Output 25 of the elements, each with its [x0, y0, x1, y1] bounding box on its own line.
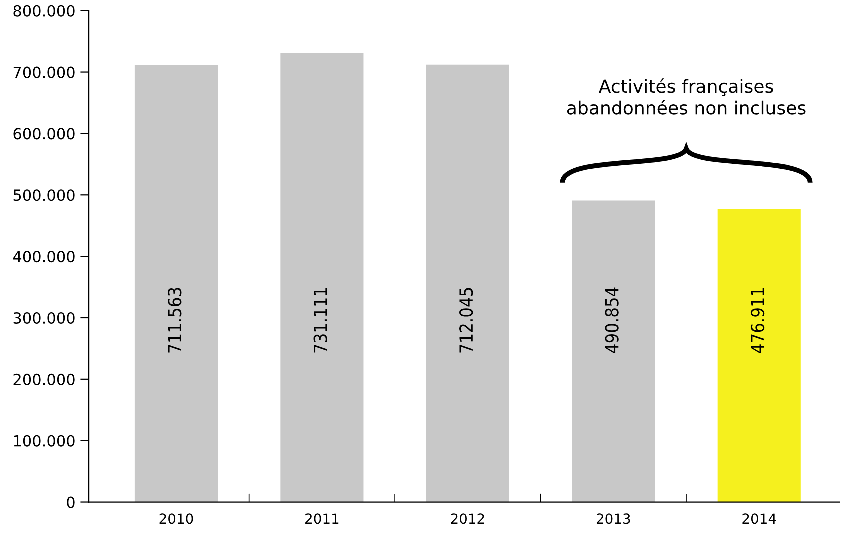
x-tick-label: 2011 [306, 514, 339, 524]
y-tick-label: 300.000 [14, 312, 75, 324]
y-tick-label: 400.000 [13, 251, 75, 263]
y-tick-label: 600.000 [14, 128, 75, 140]
data-label: 731.111 [314, 288, 328, 353]
annotation: Activités françaises abandonnées non incluses [567, 78, 806, 115]
bar [134, 65, 218, 502]
data-label: 476.911 [750, 288, 765, 354]
y-tick-label: 700.000 [14, 66, 75, 78]
data-label: 490.854 [605, 288, 619, 354]
y-tick-label: 500.000 [14, 190, 75, 202]
y-tick-label: 800.000 [14, 5, 75, 17]
data-label: 712.045 [460, 288, 474, 353]
x-tick-label: 2014 [742, 514, 776, 524]
x-tick-label: 2012 [451, 514, 484, 524]
y-tick-label: 100.000 [14, 435, 75, 447]
x-tick-label: 2010 [160, 514, 194, 524]
y-tick-label: 200.000 [14, 374, 75, 386]
bar [426, 64, 510, 502]
bar [572, 200, 656, 502]
bar [718, 209, 801, 502]
bar [280, 53, 364, 502]
y-tick-label: 0 [67, 496, 75, 508]
data-label: 711.563 [168, 288, 182, 353]
x-tick-label: 2013 [596, 514, 630, 524]
